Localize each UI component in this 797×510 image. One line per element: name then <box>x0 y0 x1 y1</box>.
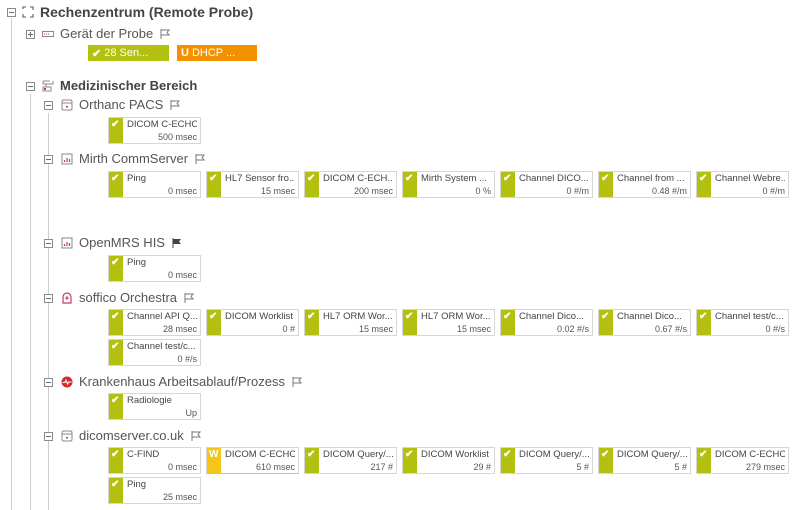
flag-icon[interactable] <box>190 430 202 442</box>
tree-line-group <box>30 94 31 510</box>
sensor-tile[interactable]: ✔ DICOM C-ECHO 279 msec <box>696 447 789 474</box>
check-icon: ✔ <box>405 173 414 184</box>
chart-icon <box>61 153 73 165</box>
chart-icon <box>61 237 73 249</box>
check-icon: ✔ <box>111 479 120 490</box>
check-icon: ✔ <box>699 449 708 460</box>
sensor-tile[interactable]: ✔ DICOM C-ECH... 200 msec <box>304 171 397 198</box>
check-icon: ✔ <box>307 173 316 184</box>
tree-line-devices <box>48 113 49 510</box>
heartbeat-icon <box>61 376 73 388</box>
check-icon: ✔ <box>111 395 120 406</box>
flag-filled-icon[interactable] <box>171 237 183 249</box>
check-icon: ✔ <box>405 449 414 460</box>
sensor-tile[interactable]: ✔ HL7 ORM Wor... 15 msec <box>304 309 397 336</box>
server-icon <box>61 430 73 442</box>
sensor-tile[interactable]: ✔ Channel API Q... 28 msec <box>108 309 201 336</box>
group-node[interactable]: Medizinischer Bereich <box>42 78 197 93</box>
check-icon: ✔ <box>307 311 316 322</box>
sensor-tile[interactable]: ✔ HL7 ORM Wor... 15 msec <box>402 309 495 336</box>
sensor-tile[interactable]: ✔ HL7 Sensor fro... 15 msec <box>206 171 299 198</box>
flag-icon[interactable] <box>291 376 303 388</box>
sensor-tile[interactable]: ✔ DICOM Query/... 217 # <box>304 447 397 474</box>
tree-line-root <box>11 18 12 510</box>
flag-icon[interactable] <box>169 99 181 111</box>
check-icon: ✔ <box>307 449 316 460</box>
flag-icon[interactable] <box>159 28 171 40</box>
sensor-tile[interactable]: ✔ Ping 0 msec <box>108 171 201 198</box>
collapse-toggle-dicomserver[interactable] <box>44 432 53 441</box>
check-icon: ✔ <box>111 449 120 460</box>
sensor-summary-unusual[interactable]: U DHCP ... <box>177 45 257 61</box>
group-label: Medizinischer Bereich <box>60 78 198 93</box>
collapse-toggle-orthanc[interactable] <box>44 101 53 110</box>
device-node-mirth[interactable]: Mirth CommServer <box>61 151 206 166</box>
check-icon: ✔ <box>503 311 512 322</box>
check-icon: ✔ <box>699 173 708 184</box>
collapse-toggle-mirth[interactable] <box>44 155 53 164</box>
device-node-soffico[interactable]: soffico Orchestra <box>61 290 195 305</box>
check-icon: ✔ <box>699 311 708 322</box>
check-icon: ✔ <box>111 311 120 322</box>
sensor-tile[interactable]: ✔ C-FIND 0 msec <box>108 447 201 474</box>
server-icon <box>61 99 73 111</box>
probe-node[interactable]: Rechenzentrum (Remote Probe) <box>22 4 253 20</box>
device-node-krankenhaus[interactable]: Krankenhaus Arbeitsablauf/Prozess <box>61 374 303 389</box>
sensor-tile[interactable]: ✔ Channel from ... 0.48 #/m <box>598 171 691 198</box>
check-icon: ✔ <box>601 311 610 322</box>
sensor-tile[interactable]: ✔ Channel test/c... 0 #/s <box>696 309 789 336</box>
sensor-tile[interactable]: ✔ DICOM Query/... 5 # <box>500 447 593 474</box>
device-node-dicomserver[interactable]: dicomserver.co.uk <box>61 428 202 443</box>
device-node-probe[interactable]: Gerät der Probe <box>42 26 171 41</box>
sensor-tile[interactable]: ✔ Channel DICO... 0 #/m <box>500 171 593 198</box>
sensor-tile[interactable]: ✔ Channel Webre... 0 #/m <box>696 171 789 198</box>
check-icon: ✔ <box>111 119 120 130</box>
collapse-toggle-soffico[interactable] <box>44 294 53 303</box>
sensor-tile[interactable]: ✔ Channel Dico... 0.67 #/s <box>598 309 691 336</box>
device-label: Gerät der Probe <box>60 26 154 41</box>
flag-icon[interactable] <box>183 292 195 304</box>
check-icon: ✔ <box>209 311 218 322</box>
collapse-toggle-group[interactable] <box>26 82 35 91</box>
sensor-tile[interactable]: ✔ DICOM C-ECHO 500 msec <box>108 117 201 144</box>
unusual-icon: U <box>181 47 189 59</box>
check-icon: ✔ <box>405 311 414 322</box>
collapse-toggle-openmrs[interactable] <box>44 239 53 248</box>
check-icon: ✔ <box>111 173 120 184</box>
warning-icon: W <box>209 449 219 460</box>
device-node-openmrs[interactable]: OpenMRS HIS <box>61 235 183 250</box>
group-icon <box>42 80 54 92</box>
check-icon: ✔ <box>601 449 610 460</box>
medical-icon <box>61 291 73 304</box>
sensor-summary-ok[interactable]: ✔ 28 Sen... <box>88 45 169 61</box>
sensor-tile[interactable]: ✔ Mirth System ... 0 % <box>402 171 495 198</box>
collapse-toggle-krankenhaus[interactable] <box>44 378 53 387</box>
sensor-tile[interactable]: ✔ DICOM Worklist 29 # <box>402 447 495 474</box>
probe-label: Rechenzentrum (Remote Probe) <box>40 4 254 20</box>
check-icon: ✔ <box>111 341 120 352</box>
flag-icon[interactable] <box>194 153 206 165</box>
collapse-toggle-root[interactable] <box>7 8 16 17</box>
sensor-tile[interactable]: ✔ Ping 25 msec <box>108 477 201 504</box>
check-icon: ✔ <box>209 173 218 184</box>
probe-icon <box>22 6 34 18</box>
check-icon: ✔ <box>111 257 120 268</box>
sensor-tile[interactable]: ✔ Radiologie Up <box>108 393 201 420</box>
sensor-tile[interactable]: ✔ Channel Dico... 0.02 #/s <box>500 309 593 336</box>
sensor-tile[interactable]: ✔ DICOM Worklist 0 # <box>206 309 299 336</box>
check-icon: ✔ <box>92 47 102 60</box>
device-node-orthanc[interactable]: Orthanc PACS <box>61 97 181 112</box>
device-icon <box>42 28 54 40</box>
expand-toggle-probe-device[interactable] <box>26 30 35 39</box>
sensor-tile-warning[interactable]: W DICOM C-ECHO 610 msec <box>206 447 299 474</box>
sensor-tile[interactable]: ✔ Ping 0 msec <box>108 255 201 282</box>
check-icon: ✔ <box>601 173 610 184</box>
check-icon: ✔ <box>503 449 512 460</box>
check-icon: ✔ <box>503 173 512 184</box>
sensor-tile[interactable]: ✔ Channel test/c... 0 #/s <box>108 339 201 366</box>
sensor-tile[interactable]: ✔ DICOM Query/... 5 # <box>598 447 691 474</box>
